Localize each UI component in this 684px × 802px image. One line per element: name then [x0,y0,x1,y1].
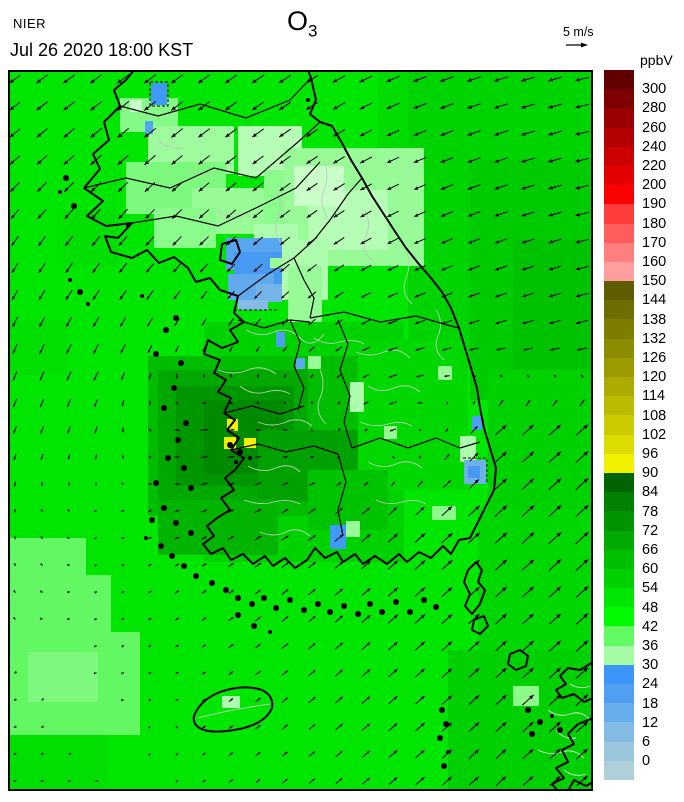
colorbar-segment [604,223,634,243]
colorbar-tick-label: 60 [642,561,659,578]
colorbar-tick-label: 36 [642,638,659,654]
colorbar-tick-label: 280 [642,100,667,117]
city-dashed-boundaries [149,81,488,484]
colorbar-tick-label: 160 [642,254,667,270]
colorbar-segment [604,396,634,416]
colorbar-segment [604,568,634,589]
colorbar-tick-label: 300 [642,81,667,98]
colorbar-tick-label: 66 [642,542,659,558]
colorbar-swatches [604,70,634,781]
colorbar-unit-label: ppbV [640,52,673,68]
coastlines [83,69,594,792]
colorbar-tick-label: 0 [642,753,651,770]
species-subscript: 3 [308,21,318,41]
colorbar-segment [604,722,634,742]
colorbar-tick-label: 200 [642,177,667,194]
colorbar-segment [604,338,634,358]
concentration-map [8,69,594,792]
colorbar-tick-label: 6 [642,734,651,750]
colorbar-segment [604,127,634,147]
map-canvas [8,69,594,792]
colorbar-tick-label: 78 [642,503,659,520]
colorbar-tick-label: 120 [642,369,667,386]
colorbar-segment [604,588,634,608]
colorbar-tick-label: 144 [642,292,667,309]
colorbar-segment [604,319,634,339]
colorbar-segment [604,204,634,224]
colorbar-segment [604,492,634,512]
colorbar-segment [604,377,634,397]
colorbar-segment [604,684,634,704]
map-frame [8,70,593,791]
colorbar-segment [604,108,634,128]
islands [58,98,563,769]
colorbar-segment [604,300,634,320]
colorbar-segment [604,70,634,90]
colorbar-segment [604,741,634,761]
colorbar-tick-label: 84 [642,484,659,501]
colorbar-tick-label: 220 [642,158,667,174]
colorbar-tick-label: 102 [642,426,667,443]
colorbar-segment [604,760,634,780]
timestamp-label: Jul 26 2020 18:00 KST [10,40,194,60]
colorbar-segment [604,357,634,377]
colorbar-tick-label: 108 [642,407,667,424]
colorbar-segment [604,185,634,205]
colorbar-tick-label: 30 [642,657,659,674]
province-boundaries [83,77,481,537]
colorbar-tick-label: 138 [642,311,667,328]
colorbar-tick-label: 240 [642,138,667,155]
colorbar-segment [604,165,634,186]
colorbar-tick-label: 90 [642,465,659,482]
colorbar-tick-label: 190 [642,196,667,213]
colorbar-tick-label: 114 [642,388,666,405]
colorbar-segment [604,281,634,301]
colorbar-labels: 300 280 260 240 220 200 190 180 170 160 150 144 138 1… [642,70,682,790]
colorbar-segment [604,242,634,262]
colorbar-tick-label: 180 [642,215,667,232]
colorbar-segment [604,703,634,723]
colorbar-segment [604,511,634,531]
colorbar-segment [604,664,634,684]
wind-arrows [9,74,590,787]
wind-scale-label: 5 m/s [563,25,594,39]
colorbar-segment [604,415,634,435]
colorbar-segment [604,89,634,109]
agency-label: NIER [13,16,47,31]
colorbar-tick-label: 18 [642,695,659,712]
wind-scale-arrow-icon [566,42,588,48]
colorbar-segment [604,607,634,627]
colorbar-segment [604,261,634,282]
colorbar-tick-label: 126 [642,350,667,366]
colorbar-tick-label: 150 [642,273,667,290]
colorbar-tick-label: 170 [642,234,667,251]
colorbar-tick-label: 12 [642,714,659,731]
colorbar-segment [604,434,634,454]
colorbar-tick-label: 42 [642,618,659,635]
colorbar-tick-label: 48 [642,599,659,616]
colorbar-segment [604,146,634,166]
county-boundaries [157,139,445,719]
colorbar-segment [604,530,634,550]
colorbar-tick-label: 72 [642,522,659,539]
colorbar-segment [604,626,634,646]
colorbar-tick-label: 24 [642,676,659,693]
plot-title: O3 [287,6,317,41]
colorbar-tick-label: 132 [642,330,667,347]
colorbar-tick-label: 54 [642,580,659,597]
colorbar-segment [604,472,634,493]
species-symbol: O [287,6,309,36]
colorbar-segment [604,645,634,665]
colorbar-segment [604,549,634,569]
colorbar-tick-label: 260 [642,119,667,136]
colorbar-tick-label: 96 [642,446,659,462]
colorbar-segment [604,453,634,473]
